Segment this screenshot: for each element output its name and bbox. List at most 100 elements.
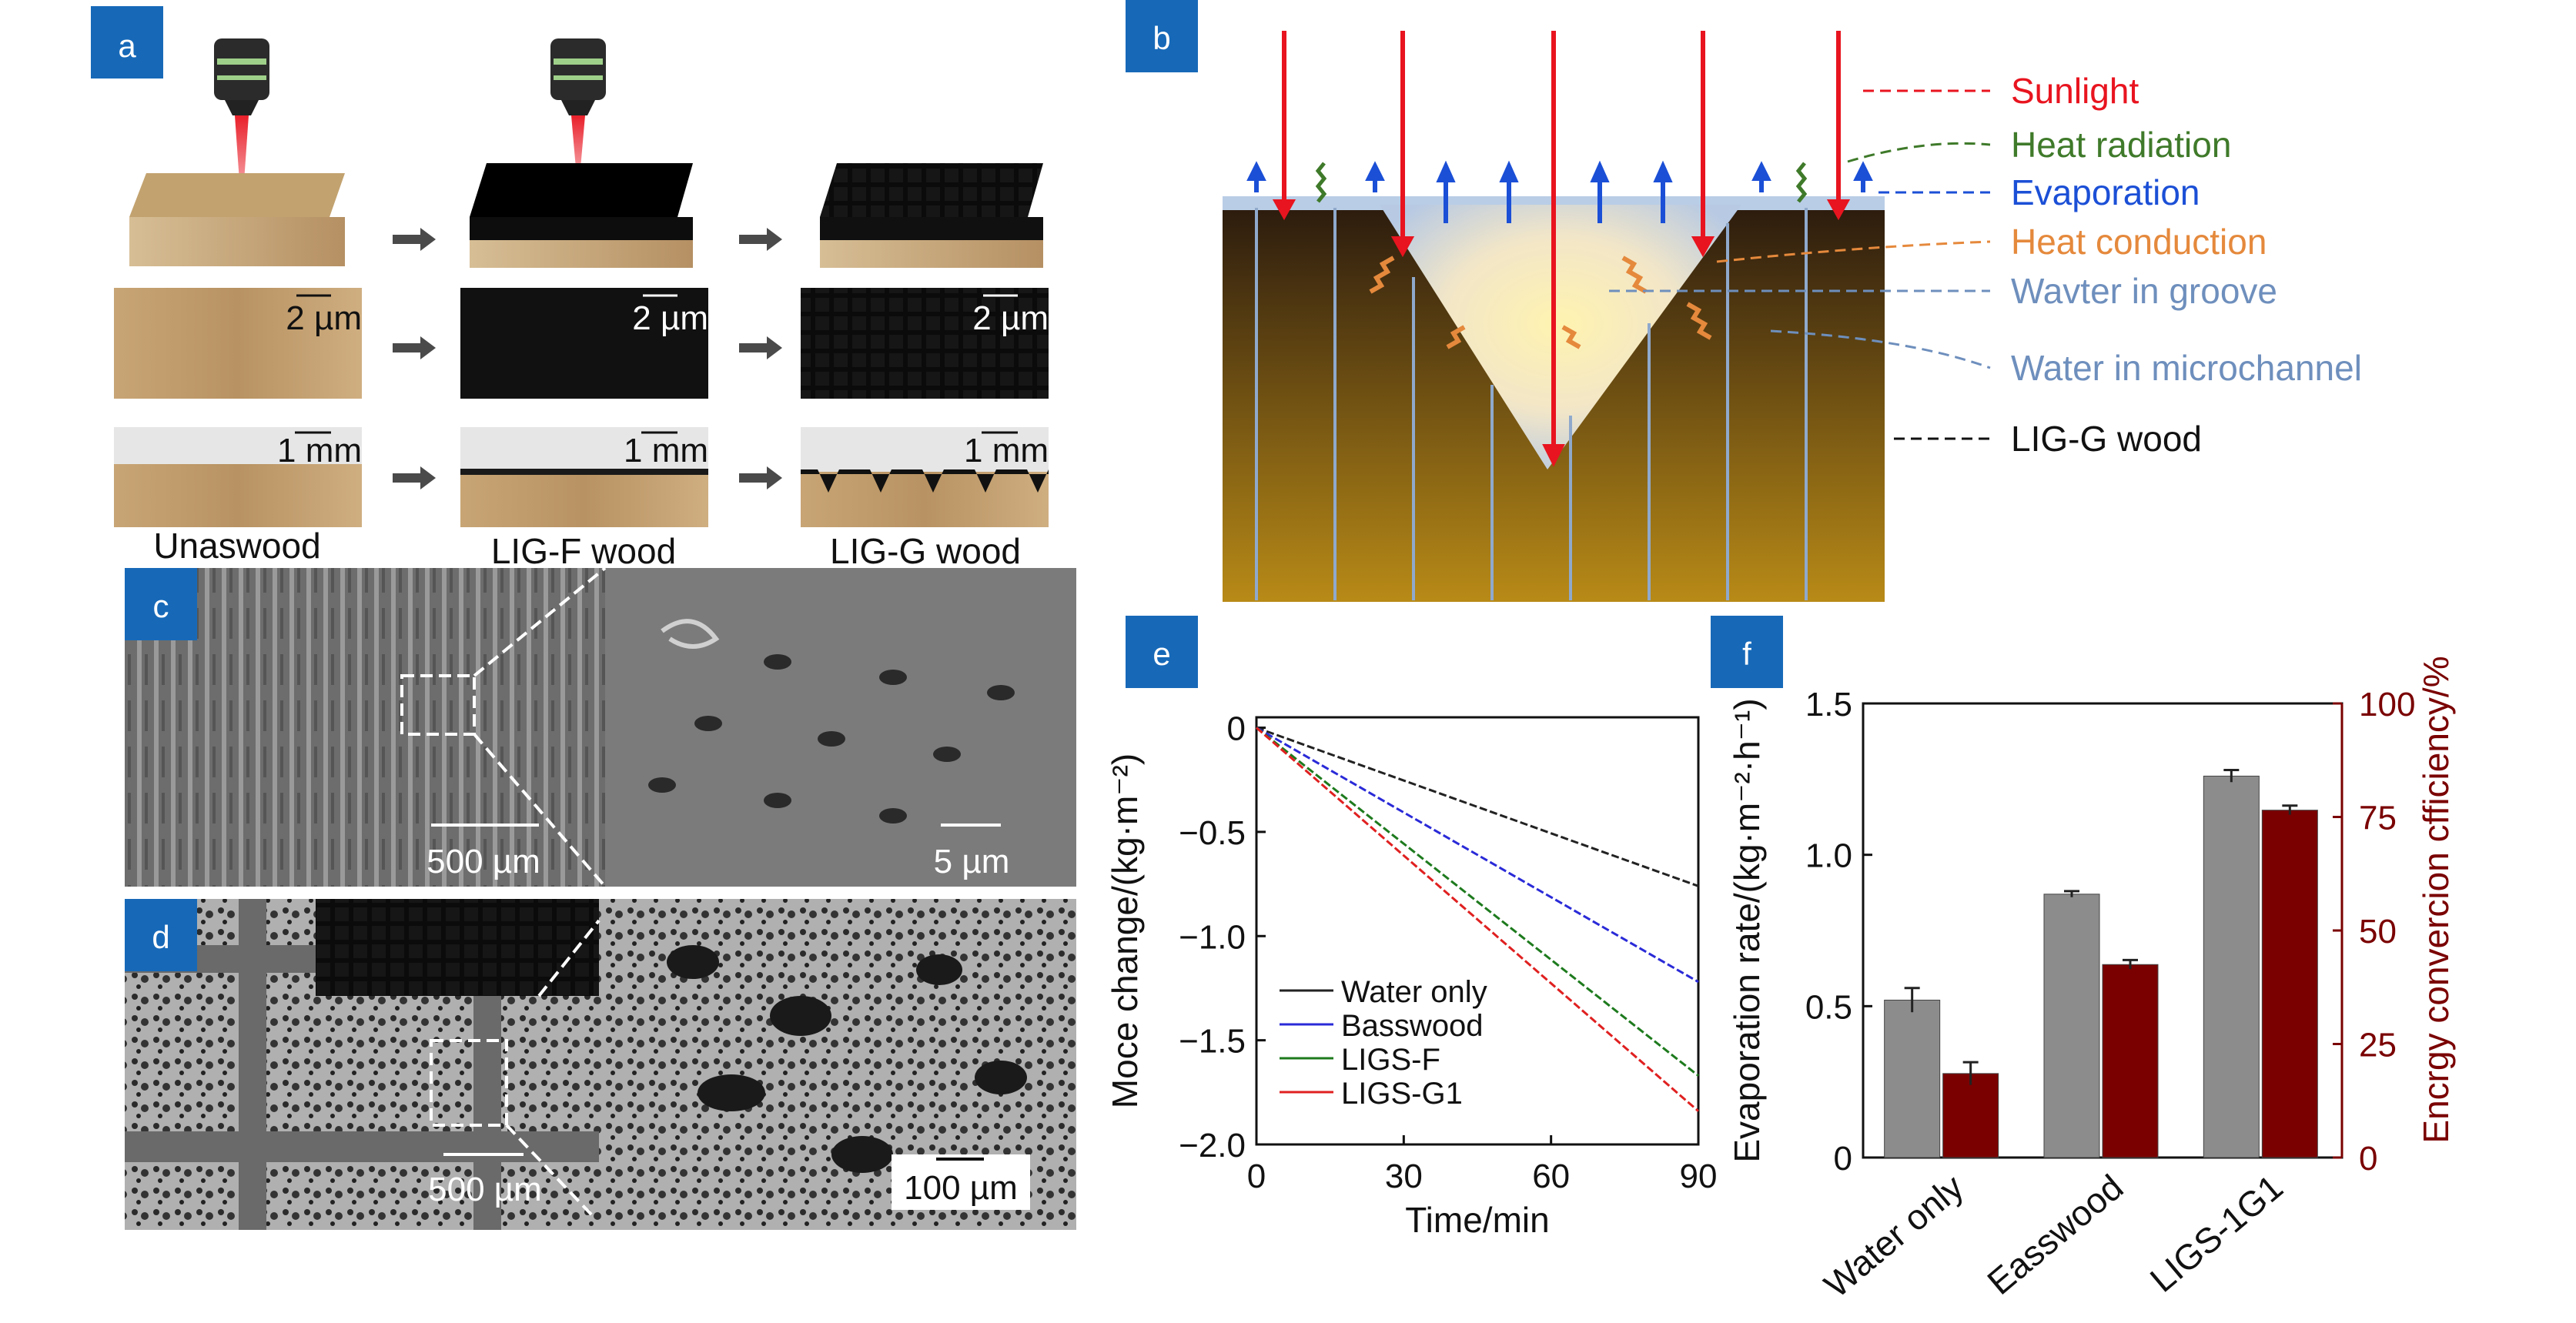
cross-section-lig-g: [801, 472, 1049, 527]
scale-label-5um: 5 µm: [934, 843, 1010, 880]
series-line: [1256, 727, 1699, 887]
right-arrow-icon: [739, 228, 782, 251]
x-tick-label: 60: [1532, 1158, 1570, 1195]
y-tick-label: 1.5: [1805, 686, 1852, 723]
y-tick-label: −1.5: [1179, 1023, 1246, 1061]
series-line: [1256, 727, 1699, 1077]
cross-section-unaswood: [114, 464, 362, 527]
zoom-guide-line: [473, 566, 607, 677]
lig-layer: [460, 469, 708, 475]
bar: [1884, 999, 1941, 1158]
scale-label-500um: 500 µm: [427, 843, 540, 880]
scale-label-1mm: 1 mm: [277, 432, 362, 469]
panel-e-badge: [1126, 616, 1198, 688]
sem-pores: [667, 945, 1027, 1173]
x-tick-label: Easswood: [1979, 1167, 2130, 1302]
y-axis-label: Moce change/(kg·m⁻²): [1105, 753, 1145, 1108]
sample-label-unaswood: Unaswood: [153, 526, 320, 566]
scale-label-1mm: 1 mm: [964, 432, 1049, 469]
right-arrow-icon: [739, 336, 782, 359]
panel-a-badge-label: a: [118, 28, 136, 64]
panel-f-badge-label: f: [1742, 636, 1751, 672]
cross-section-bg: [460, 427, 708, 472]
micrograph-lig-g: [801, 288, 1049, 399]
panel-d-badge-label: d: [152, 919, 169, 955]
right-arrow-icon: [393, 228, 436, 251]
panel-f: f 0 0.5 1.0 1.5 0 25 50 75 100 Evaporation rate/(…: [1711, 616, 2456, 1305]
scale-label-2um: 2 µm: [632, 299, 708, 337]
legend-label: Basswood: [1341, 1009, 1484, 1043]
y-tick-label: −1.0: [1179, 918, 1246, 956]
legend-lig-g-wood: LIG-G wood: [2011, 419, 2202, 459]
series-line: [1256, 727, 1699, 1112]
groove-profile: [801, 469, 1049, 493]
right-arrow-icon: [393, 466, 436, 489]
y2-tick-label: 75: [2359, 800, 2397, 837]
heat-radiation-icon: [1315, 162, 1808, 203]
cross-section-lig-f: [460, 472, 708, 527]
y-tick-label: 0: [1227, 710, 1246, 748]
legend-water-in-groove: Wavter in groove: [2011, 271, 2277, 311]
y-tick-label: 1.0: [1805, 837, 1852, 875]
legend-label: Water only: [1341, 975, 1487, 1009]
sunlight-arrow-icon: [1272, 31, 1851, 467]
micrograph-unaswood: [114, 288, 362, 399]
y-axis-label: Evaporation rate/(kg·m⁻²·h⁻¹): [1727, 698, 1767, 1162]
panel-d-badge: [125, 899, 197, 971]
bar: [2261, 810, 2318, 1158]
bar: [2102, 964, 2159, 1158]
bar: [1942, 1073, 1999, 1158]
panel-a-badge: [91, 6, 163, 79]
panel-c: c 500 µm 5 µm: [125, 566, 1076, 888]
zoom-guide-line: [505, 1124, 594, 1218]
sem-pores: [648, 654, 1015, 824]
zoom-region-box: [430, 1039, 508, 1127]
laser-head-icon: [214, 38, 269, 192]
sem-debris: [661, 619, 720, 649]
right-arrow-icon: [739, 466, 782, 489]
legend-label: LIGS-G1: [1341, 1077, 1463, 1111]
sem-inset-d: [316, 899, 599, 996]
y-tick-label: 0.5: [1805, 988, 1852, 1026]
scale-label-500um: 500 µm: [428, 1171, 542, 1208]
legend-sunlight: Sunlight: [2011, 71, 2139, 111]
y-tick-label: −2.0: [1179, 1127, 1246, 1164]
microchannels: [1255, 208, 1808, 600]
panel-d: d 500 µm 100 µm: [125, 899, 1076, 1230]
x-tick-label: 90: [1680, 1158, 1718, 1195]
scale-label-2um: 2 µm: [286, 299, 362, 337]
panel-a: a: [91, 6, 1049, 571]
x-tick-label: LIGS-1G1: [2143, 1167, 2290, 1300]
x-tick-label: 0: [1247, 1158, 1266, 1195]
groove: [1380, 205, 1741, 469]
micrograph-lig-f: [460, 288, 708, 399]
x-axis-label: Time/min: [1405, 1200, 1549, 1240]
panel-e: e 0 30 60 90 0 −0.5 −1.0 −1.5 −2.0 Time/min Moce c…: [1105, 616, 1717, 1240]
panel-c-badge: [125, 568, 197, 640]
legend-evaporation: Evaporation: [2011, 172, 2200, 212]
laser-head-icon: [550, 38, 606, 177]
y2-axis-label: Encrgy convercion cfficiency/%: [2416, 656, 2456, 1143]
right-arrow-icon: [393, 336, 436, 359]
bar: [2203, 775, 2260, 1158]
sem-channel: [239, 899, 266, 1230]
wood-block-lig-g: [820, 163, 1043, 268]
zoom-region-box: [400, 674, 476, 736]
x-tick-label: Water only: [1817, 1167, 1972, 1305]
scale-label-2um: 2 µm: [972, 299, 1049, 337]
legend-heat-radiation: Heat radiation: [2011, 125, 2231, 165]
sample-label-lig-g: LIG-G wood: [830, 531, 1021, 571]
wood-block-lig-f: [470, 163, 693, 268]
scale-label-1mm: 1 mm: [624, 432, 708, 469]
panel-b-legend: Sunlight Heat radiation Evaporation Heat…: [1609, 71, 2362, 459]
sample-label-lig-f: LIG-F wood: [491, 531, 676, 571]
legend-heat-conduction: Heat conduction: [2011, 222, 2267, 262]
evaporation-arrow-icon: [1246, 160, 1873, 223]
cross-section-bg: [801, 427, 1049, 472]
panel-e-badge-label: e: [1153, 636, 1170, 672]
panel-b: b: [1126, 0, 2362, 602]
wood-block-unaswood: [129, 173, 345, 266]
series-line: [1256, 727, 1699, 984]
y2-tick-label: 50: [2359, 913, 2397, 950]
